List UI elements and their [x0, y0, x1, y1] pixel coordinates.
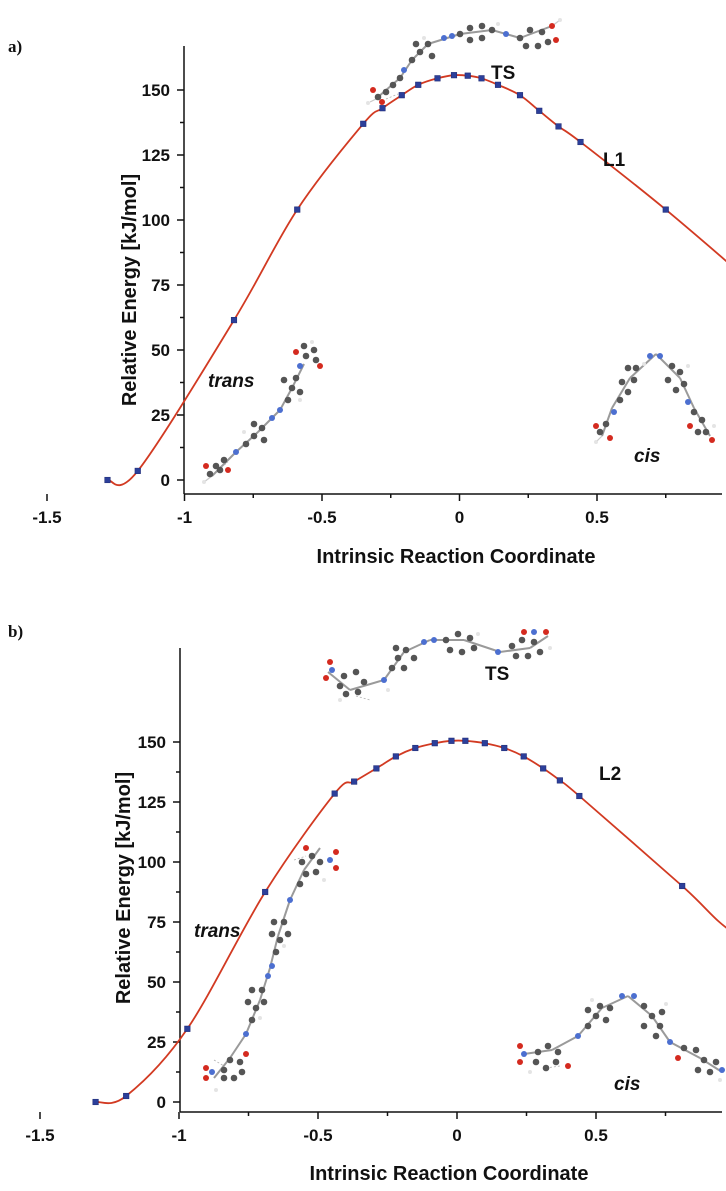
x-tick-label: -1.5: [25, 1126, 54, 1145]
cis-molecule-image: [593, 353, 716, 444]
x-tick-label: -1: [171, 1126, 186, 1145]
ts-label: TS: [485, 664, 509, 685]
y-tick-label: 125: [138, 793, 166, 812]
data-point: [501, 744, 508, 752]
y-tick-label: 75: [151, 276, 170, 295]
data-point: [464, 72, 471, 79]
x-tick-label: -1.5: [32, 508, 61, 527]
data-point: [679, 882, 686, 890]
y-tick-label: 100: [142, 211, 170, 230]
data-points: [104, 72, 669, 484]
y-tick-label: 50: [151, 341, 170, 360]
energy-curve: [95, 739, 726, 1105]
y-tick-label: 75: [147, 913, 166, 932]
data-point: [379, 105, 386, 112]
data-point: [576, 792, 583, 800]
data-point: [434, 75, 441, 82]
cis-label: cis: [614, 1074, 640, 1095]
energy-curve: [107, 74, 726, 486]
ligand-label: L2: [599, 764, 621, 785]
data-point: [478, 75, 485, 82]
cis-molecule-image: [517, 993, 725, 1082]
data-point: [494, 81, 502, 88]
panel-label: a): [8, 37, 22, 56]
data-point: [294, 206, 301, 213]
y-tick-label: 0: [157, 1093, 166, 1112]
x-tick-label: 0: [452, 1126, 461, 1145]
data-point: [104, 476, 111, 484]
panel-label: b): [8, 622, 23, 641]
data-point: [540, 765, 547, 772]
data-point: [555, 123, 562, 130]
data-point: [351, 778, 358, 785]
cis-label: cis: [634, 446, 660, 467]
ts-molecule-image: [366, 18, 562, 105]
data-point: [481, 740, 488, 747]
data-point: [262, 888, 269, 896]
y-axis-title: Relative Energy [kJ/mol]: [113, 772, 135, 1004]
y-tick-label: 150: [138, 733, 166, 752]
trans-label: trans: [208, 371, 254, 392]
y-tick-label: 150: [142, 81, 170, 100]
panel-a: a): [8, 18, 726, 568]
data-point: [331, 790, 338, 797]
data-point: [398, 92, 405, 99]
x-tick-label: -0.5: [303, 1126, 332, 1145]
data-point: [360, 120, 367, 127]
data-point: [462, 737, 469, 744]
data-point: [516, 92, 524, 99]
trans-molecule-image: [203, 845, 339, 1092]
data-point: [392, 753, 399, 760]
data-point: [134, 467, 141, 474]
ts-label: TS: [491, 63, 515, 84]
cis-molecule-bonds: [595, 353, 711, 443]
x-axis-title: Intrinsic Reaction Coordinate: [310, 1163, 589, 1185]
x-axis-title: Intrinsic Reaction Coordinate: [317, 546, 596, 568]
data-point: [373, 765, 380, 772]
data-point: [448, 737, 455, 744]
y-axis-title: Relative Energy [kJ/mol]: [119, 174, 141, 406]
data-points: [92, 737, 686, 1106]
data-point: [92, 1098, 99, 1106]
y-tick-label: 0: [161, 471, 170, 490]
data-point: [536, 107, 543, 114]
data-point: [577, 138, 584, 146]
data-point: [230, 317, 238, 324]
data-point: [431, 740, 438, 747]
x-tick-label: -1: [177, 508, 192, 527]
data-point: [412, 744, 419, 752]
x-tick-label: 0.5: [584, 1126, 608, 1145]
y-tick-label: 25: [151, 406, 170, 425]
y-tick-label: 125: [142, 146, 170, 165]
y-tick-label: 50: [147, 973, 166, 992]
ligand-label: L1: [603, 150, 626, 171]
y-tick-label: 100: [138, 853, 166, 872]
x-tick-label: 0.5: [585, 508, 609, 527]
y-tick-label: 25: [147, 1033, 166, 1052]
data-point: [415, 81, 422, 88]
data-point: [184, 1025, 191, 1032]
panel-b: b): [8, 622, 726, 1185]
data-point: [450, 72, 458, 79]
data-point: [556, 777, 563, 784]
ts-molecule-image: [323, 629, 552, 702]
trans-molecule-bonds: [213, 847, 321, 1079]
trans-molecule-image: [202, 340, 323, 484]
x-tick-label: -0.5: [307, 508, 336, 527]
data-point: [123, 1092, 130, 1100]
x-tick-label: 0: [455, 508, 464, 527]
data-point: [520, 753, 527, 760]
trans-label: trans: [194, 921, 240, 942]
data-point: [662, 206, 669, 213]
